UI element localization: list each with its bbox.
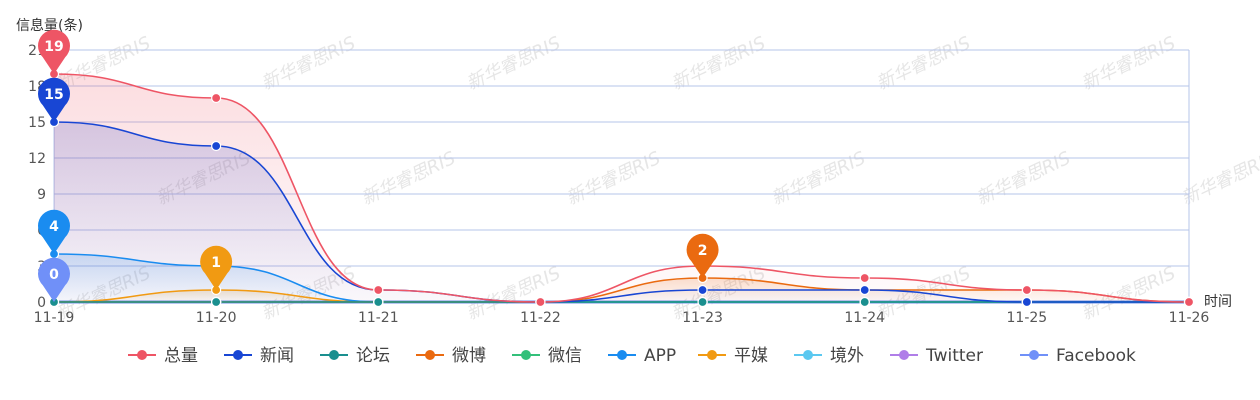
y-tick-label: 12 [28, 151, 46, 167]
watermark-text: 新华睿思RIS [668, 33, 769, 95]
x-tick-label: 11-21 [358, 310, 399, 326]
legend-symbol [617, 350, 627, 360]
x-tick-label: 11-22 [520, 310, 561, 326]
legend-label: 微信 [548, 346, 582, 366]
legend-label: Twitter [925, 346, 983, 366]
marker-value: 19 [44, 39, 63, 55]
watermark-text: 新华睿思RIS [358, 148, 459, 210]
legend-item-s3[interactable]: 微博 [416, 346, 486, 366]
marker-pin [686, 233, 719, 278]
data-point [211, 140, 222, 152]
marker-value: 2 [698, 243, 708, 259]
y-tick-label: 15 [28, 115, 46, 131]
legend-item-facebook[interactable]: Facebook [1020, 346, 1136, 366]
marker-value: 0 [49, 267, 59, 283]
max-marker: 2 [686, 233, 719, 278]
watermark-text: 新华睿思RIS [768, 148, 869, 210]
legend-symbol [521, 350, 531, 360]
legend-item-s2[interactable]: 论坛 [320, 346, 390, 366]
watermark-text: 新华睿思RIS [1178, 148, 1260, 210]
legend-label: 论坛 [356, 346, 390, 366]
legend-symbol [233, 350, 243, 360]
y-tick-label: 9 [37, 187, 46, 203]
legend-symbol [899, 350, 909, 360]
y-axis-label: 信息量(条) [16, 17, 83, 34]
legend-item-app[interactable]: APP [608, 346, 676, 366]
legend-item-s6[interactable]: 平媒 [698, 346, 768, 366]
legend-label: 平媒 [734, 346, 768, 366]
legend-item-twitter[interactable]: Twitter [890, 346, 983, 366]
data-point [697, 284, 708, 296]
legend-label: APP [644, 346, 676, 366]
max-marker: 19 [37, 29, 70, 75]
legend-item-s4[interactable]: 微信 [512, 346, 582, 366]
marker-value: 4 [49, 219, 59, 235]
legend-item-s1[interactable]: 新闻 [224, 346, 294, 366]
series-line-s0 [53, 73, 1190, 303]
legend-symbol [425, 350, 435, 360]
legend-symbol [1029, 350, 1039, 360]
watermark-text: 新华睿思RIS [563, 148, 664, 210]
legend-symbol [707, 350, 717, 360]
y-tick-label: 0 [37, 295, 46, 311]
max-marker: 15 [38, 77, 70, 122]
marker-value: 1 [211, 255, 221, 271]
data-point [697, 296, 708, 308]
x-tick-label: 11-24 [844, 310, 885, 326]
watermark-text: 新华睿思RIS [973, 148, 1074, 210]
max-markers: 19 15 4 0 1 2 [37, 29, 719, 302]
watermark-text: 新华睿思RIS [873, 33, 974, 95]
legend: 总量 新闻 论坛 微博 微信 APP 平媒 境外 Twitter Facebook [128, 346, 1136, 366]
data-point [373, 296, 384, 308]
data-point [535, 296, 546, 308]
legend-label: 总量 [164, 346, 198, 366]
data-point [211, 92, 222, 104]
watermark-text: 新华睿思RIS [258, 33, 359, 95]
legend-label: 新闻 [260, 346, 294, 366]
x-axis-label: 时间 [1204, 294, 1232, 310]
data-point [1021, 296, 1032, 308]
watermark-text: 新华睿思RIS [463, 33, 564, 95]
x-tick-label: 11-23 [682, 310, 723, 326]
max-marker: 4 [38, 209, 70, 254]
max-marker: 0 [38, 257, 71, 302]
data-point [373, 284, 384, 296]
series-lines [53, 73, 1190, 303]
legend-label: Facebook [1056, 346, 1136, 366]
data-point [859, 284, 870, 296]
marker-pin [38, 77, 70, 122]
legend-label: 微博 [452, 346, 486, 366]
x-tick-label: 11-26 [1169, 310, 1210, 326]
marker-pin [200, 245, 233, 290]
marker-value: 15 [44, 87, 63, 103]
data-point [1021, 284, 1032, 296]
max-marker: 1 [200, 245, 233, 290]
marker-pin [37, 29, 70, 75]
data-point [859, 296, 870, 308]
watermark-text: 新华睿思RIS [1078, 33, 1179, 95]
x-tick-label: 11-20 [196, 310, 237, 326]
marker-pin [38, 257, 71, 302]
marker-pin [38, 209, 70, 254]
legend-symbol [803, 350, 813, 360]
x-tick-label: 11-25 [1007, 310, 1048, 326]
legend-symbol [329, 350, 339, 360]
legend-symbol [137, 350, 147, 360]
legend-item-s0[interactable]: 总量 [128, 346, 198, 366]
data-point [859, 272, 870, 284]
series-line-s1 [53, 121, 1189, 303]
series-area-s0 [54, 74, 1189, 302]
legend-item-s7[interactable]: 境外 [794, 346, 864, 366]
legend-label: 境外 [830, 346, 864, 366]
x-tick-label: 11-19 [34, 310, 75, 326]
data-point [211, 296, 222, 308]
data-point [1183, 296, 1195, 308]
